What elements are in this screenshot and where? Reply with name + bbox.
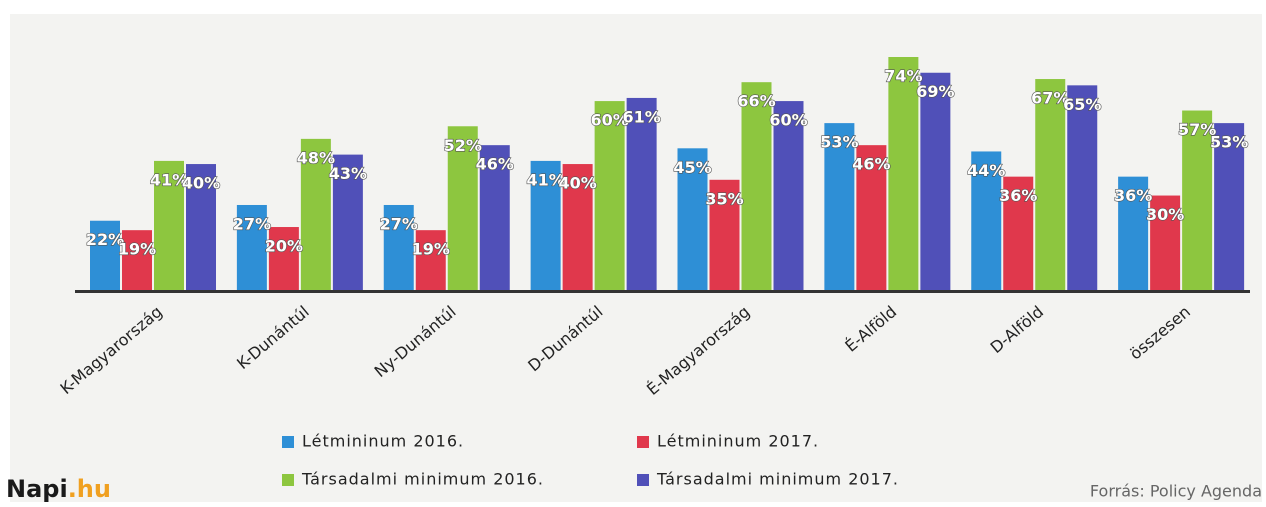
value-label: 35%	[705, 189, 743, 208]
bar	[90, 220, 120, 290]
bar	[1035, 79, 1066, 290]
bar	[856, 145, 887, 290]
bar	[186, 164, 216, 290]
value-label: 44%	[967, 161, 1005, 180]
legend-swatch	[282, 436, 294, 448]
value-label: 69%	[916, 82, 954, 101]
value-label: 52%	[444, 136, 482, 155]
value-label: 43%	[329, 164, 367, 183]
value-label: 19%	[412, 240, 450, 259]
value-label: 66%	[737, 92, 775, 111]
value-label: 41%	[150, 170, 188, 189]
bar	[971, 151, 1002, 290]
bar	[154, 160, 184, 290]
bar	[300, 138, 331, 290]
bar	[415, 230, 446, 290]
logo: Napi.hu	[6, 475, 111, 503]
value-label: 65%	[1063, 95, 1101, 114]
bar	[1118, 176, 1149, 290]
bar	[626, 97, 657, 290]
value-label: 60%	[769, 111, 807, 130]
value-label: 46%	[852, 155, 890, 174]
bar	[479, 145, 510, 290]
value-label: 19%	[118, 240, 156, 259]
legend-label: Létmininum 2016.	[302, 432, 464, 451]
legend-label: Társadalmi minimum 2016.	[301, 470, 544, 489]
bar	[888, 57, 919, 290]
bar	[1150, 195, 1181, 290]
value-label: 27%	[380, 214, 418, 233]
bar	[236, 204, 267, 290]
logo-text: Napi	[6, 475, 68, 503]
logo-suffix: .hu	[68, 475, 111, 503]
bar	[447, 126, 478, 291]
bar	[268, 227, 299, 290]
bar	[773, 101, 804, 290]
value-label: 40%	[182, 174, 220, 193]
bar	[677, 148, 708, 290]
bar	[530, 160, 561, 290]
value-label: 46%	[476, 155, 514, 174]
bar	[383, 204, 414, 290]
bar	[332, 154, 363, 290]
value-label: 61%	[622, 107, 660, 126]
value-label: 67%	[1031, 89, 1069, 108]
bar	[741, 82, 772, 291]
bar	[920, 72, 951, 290]
value-label: 57%	[1178, 120, 1216, 139]
value-label: 36%	[999, 186, 1037, 205]
value-label: 48%	[297, 148, 335, 167]
value-label: 27%	[233, 214, 271, 233]
value-label: 40%	[558, 174, 596, 193]
bar	[122, 230, 152, 290]
value-label: 22%	[86, 230, 124, 249]
bar	[824, 123, 855, 291]
value-label: 60%	[590, 111, 628, 130]
value-label: 20%	[265, 237, 303, 256]
value-label: 74%	[884, 67, 922, 86]
bar	[562, 164, 593, 290]
legend-label: Létmininum 2017.	[657, 432, 819, 451]
bar	[1003, 176, 1034, 290]
bar	[709, 179, 740, 290]
bar	[594, 101, 625, 290]
source: Forrás: Policy Agenda	[1090, 482, 1262, 501]
legend-swatch	[282, 474, 294, 486]
bar	[1067, 85, 1098, 291]
value-label: 41%	[526, 170, 564, 189]
legend-label: Társadalmi minimum 2017.	[656, 470, 899, 489]
value-label: 45%	[673, 158, 711, 177]
value-label: 36%	[1114, 186, 1152, 205]
value-label: 53%	[820, 133, 858, 152]
legend-swatch	[637, 474, 649, 486]
value-label: 30%	[1146, 205, 1184, 224]
value-label: 53%	[1210, 133, 1248, 152]
bar	[1214, 123, 1245, 291]
bar	[1182, 110, 1213, 290]
x-axis	[75, 290, 1250, 293]
legend-swatch	[637, 436, 649, 448]
